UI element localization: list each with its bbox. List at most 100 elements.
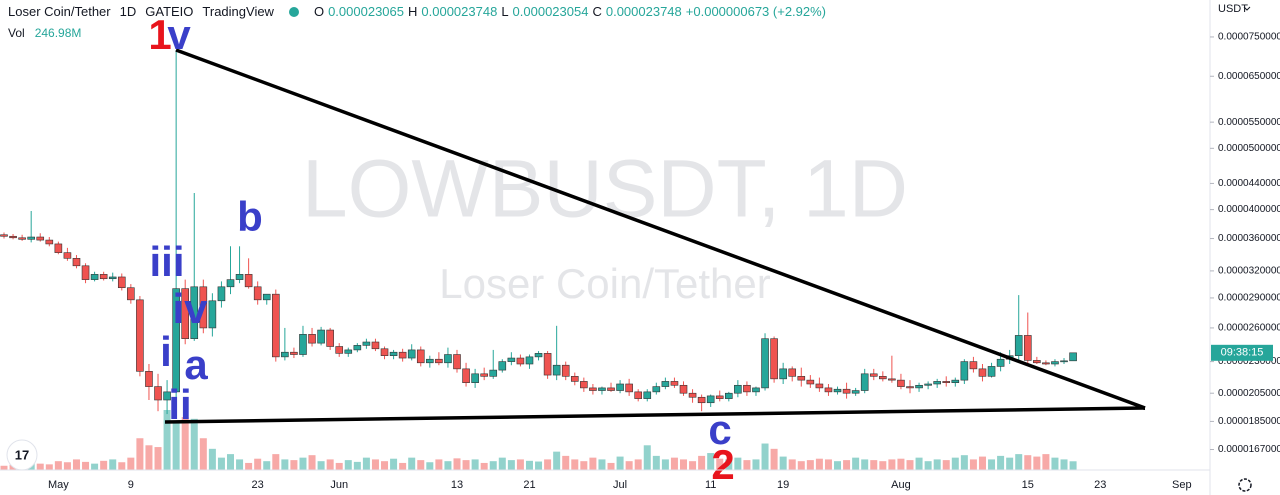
y-tick-label: 0.0000400000	[1218, 204, 1280, 215]
volume-bar	[181, 417, 189, 470]
volume-bar	[661, 459, 669, 470]
currency[interactable]: USDT	[1218, 3, 1248, 15]
candle-body	[253, 286, 262, 301]
volume-bar	[607, 462, 615, 470]
y-tick-label: 0.0000290000	[1218, 293, 1280, 304]
candle-layer	[0, 50, 1077, 415]
candle-body	[688, 392, 697, 398]
candle-body	[570, 376, 579, 382]
volume-bar	[254, 458, 262, 470]
volume-bar	[299, 457, 307, 470]
volume-bar	[163, 410, 171, 470]
volume-bar	[82, 461, 90, 470]
volume-bar	[362, 457, 370, 470]
candle-body	[697, 396, 706, 404]
wave-label: i	[160, 328, 172, 375]
candle-body	[444, 354, 452, 364]
candle-body	[208, 300, 217, 329]
volume-bar	[525, 460, 533, 470]
volume-bar	[734, 457, 742, 470]
symbol: Loser Coin/Tether	[8, 4, 111, 19]
label: O	[313, 4, 325, 19]
candle-body	[969, 361, 978, 370]
candle-body	[906, 386, 914, 389]
volume-bar	[290, 460, 298, 470]
volume-bar	[951, 457, 959, 470]
wave-label: a	[184, 341, 208, 388]
candle-body	[136, 299, 144, 372]
volume-bar	[553, 451, 561, 470]
wave-label: 1	[148, 11, 171, 58]
candle-body	[806, 379, 815, 385]
volume-bar	[824, 459, 832, 470]
candle-body	[380, 348, 389, 356]
y-tick-label: 0.0000440000	[1218, 178, 1280, 189]
candle-body	[978, 368, 987, 377]
candle-body	[271, 293, 280, 358]
label: Vol	[8, 26, 25, 40]
candle-body	[942, 381, 951, 383]
candle-body	[326, 329, 334, 347]
tv-logo[interactable]	[6, 439, 38, 471]
x-tick-label: Sep	[1172, 479, 1192, 491]
candle-body	[489, 369, 498, 377]
volume-bar	[281, 459, 289, 470]
volume-bar	[335, 462, 343, 470]
currency-caret[interactable]	[1243, 6, 1251, 11]
volume-bar	[245, 462, 253, 470]
ohlc: O 0.000023065 H 0.000023748 L 0.000023054 C…	[314, 4, 826, 19]
candle-body	[72, 258, 81, 267]
candle-body	[54, 243, 63, 253]
volume-bar	[462, 460, 470, 470]
header: Loser Coin/Tether 1D GATEIO TradingView …	[8, 4, 826, 19]
candle-body	[27, 236, 35, 240]
x-tick-label: 11	[705, 479, 716, 491]
volume-bar	[272, 454, 280, 470]
label: L	[501, 4, 509, 19]
volume-bar	[417, 460, 425, 470]
candle-body	[543, 353, 552, 376]
volume-bar	[0, 465, 8, 470]
candle-body	[788, 368, 797, 377]
candle-body	[534, 353, 543, 358]
volume-bar	[480, 462, 488, 470]
volume-bar	[516, 459, 524, 470]
volume-layer	[0, 410, 1077, 470]
x-tick-label: 23	[1094, 479, 1106, 491]
wave-label: b	[237, 193, 263, 240]
volume-bar	[988, 459, 996, 470]
candle-body	[36, 236, 45, 241]
x-tick-label: 21	[523, 479, 535, 491]
candle-body	[244, 274, 253, 288]
candle-body	[1069, 352, 1077, 362]
candle-body	[453, 354, 461, 370]
x-tick-label: Jun	[330, 479, 348, 491]
settings-button[interactable]	[1238, 478, 1252, 492]
trend-line	[175, 48, 1146, 410]
candle-body	[362, 341, 371, 346]
volume-bar	[263, 461, 271, 470]
volume-bar	[716, 458, 724, 470]
candle-body	[262, 293, 271, 301]
volume-bar	[344, 460, 352, 470]
candle-body	[589, 387, 597, 391]
volume-bar	[326, 459, 334, 470]
candle-body	[63, 252, 72, 259]
x-tick-label: 13	[451, 479, 463, 491]
candle-body	[172, 288, 180, 393]
candle-body	[117, 276, 126, 289]
volume-bar	[779, 456, 787, 470]
volume-legend: Vol 246.98M	[8, 26, 81, 40]
candle-body	[625, 383, 633, 393]
y-tick-label: 0.0000650000	[1218, 71, 1280, 82]
volume-bar	[535, 461, 543, 470]
volume-bar	[707, 453, 715, 470]
volume-bar	[870, 460, 878, 470]
volume-bar	[1015, 454, 1023, 470]
candle-body	[860, 373, 869, 391]
volume-bar	[172, 420, 180, 470]
value: 246.98M	[34, 26, 82, 40]
volume-bar	[852, 457, 860, 470]
volume-bar	[770, 448, 778, 470]
